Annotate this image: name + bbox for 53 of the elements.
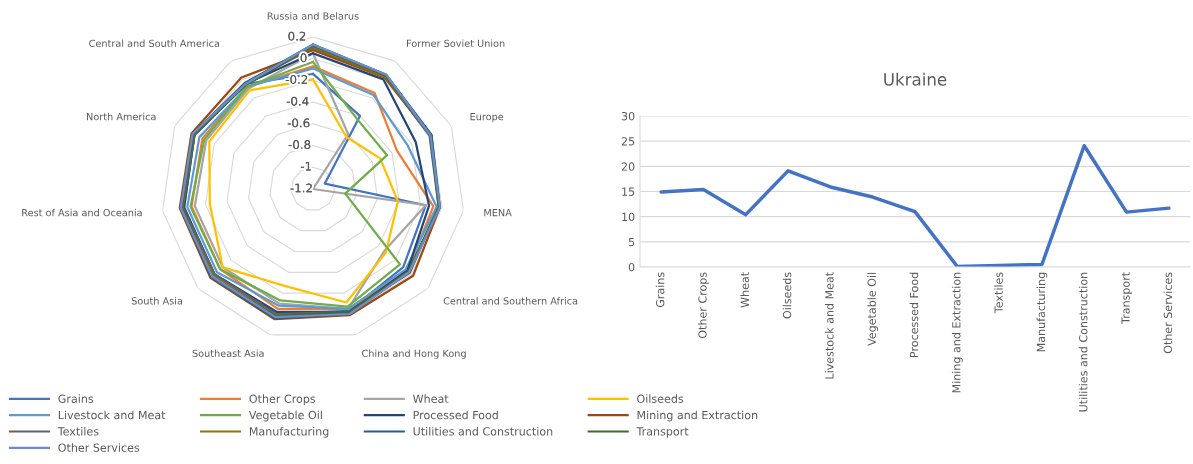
x-tick-label: Oilseeds: [782, 272, 792, 319]
legend-label: Livestock and Meat: [58, 410, 166, 420]
x-tick-label: Processed Food: [909, 272, 919, 357]
spoke-label: Southeast Asia: [192, 349, 264, 357]
spoke-label: Rest of Asia and Oceania: [22, 208, 142, 217]
y-tick-label: 10: [622, 212, 635, 222]
x-tick-label: Other Crops: [698, 272, 709, 339]
legend-label: Other Crops: [249, 394, 316, 406]
x-tick-label: Grains: [655, 272, 665, 308]
legend-label: Utilities and Construction: [413, 426, 553, 436]
spoke-label: China and Hong Kong: [362, 349, 466, 359]
y-tick-label: -0.8: [288, 140, 311, 150]
y-tick-label: 15: [622, 187, 635, 196]
spoke-label: Central and South America: [89, 39, 220, 48]
y-tick-label: 0: [300, 53, 307, 63]
y-tick-label: 5: [628, 237, 635, 247]
legend-label: Wheat: [413, 394, 449, 403]
x-tick-label: Wheat: [740, 272, 749, 308]
spoke-label: Central and Southern Africa: [443, 297, 578, 305]
y-tick-label: -1.2: [290, 183, 312, 193]
legend-label: Vegetable Oil: [248, 410, 322, 422]
y-tick-label: 30: [621, 111, 635, 121]
chart-title: Ukraine: [884, 72, 947, 86]
x-tick-label: Transport: [1121, 272, 1132, 325]
x-tick-label: Textiles: [994, 272, 1003, 314]
x-tick-label: Vegetable Oil: [867, 272, 879, 346]
y-tick-label: 0.2: [288, 31, 306, 41]
legend-label: Oilseeds: [637, 394, 684, 403]
legend-label: Other Services: [58, 443, 140, 452]
spoke-label: MENA: [484, 209, 512, 217]
spoke-label: Russia and Belarus: [267, 12, 359, 20]
legend-label: Grains: [58, 394, 94, 403]
legend-label: Mining and Extraction: [637, 410, 758, 422]
y-tick-label: 25: [621, 137, 635, 146]
y-tick-label: -1: [300, 161, 311, 171]
legend-label: Processed Food: [413, 410, 498, 420]
y-tick-label: -0.4: [286, 96, 309, 106]
y-tick-label: -0.6: [287, 118, 310, 128]
legend-label: Manufacturing: [249, 426, 329, 438]
line-series: [659, 143, 1171, 267]
x-tick-label: Other Services: [1163, 272, 1173, 354]
spoke-label: South Asia: [131, 297, 183, 305]
legend-label: Transport: [636, 427, 689, 438]
y-tick-label: 20: [621, 162, 635, 171]
spoke-label: Former Soviet Union: [407, 39, 505, 48]
x-tick-label: Utilities and Construction: [1078, 272, 1088, 412]
x-tick-label: Livestock and Meat: [825, 272, 834, 379]
legend-label: Textiles: [57, 426, 99, 436]
x-tick-label: Mining and Extraction: [951, 272, 963, 393]
spoke-label: North America: [86, 112, 156, 121]
spoke-label: Europe: [470, 113, 504, 123]
y-tick-label: 0: [628, 262, 635, 272]
x-tick-label: Manufacturing: [1036, 272, 1048, 352]
